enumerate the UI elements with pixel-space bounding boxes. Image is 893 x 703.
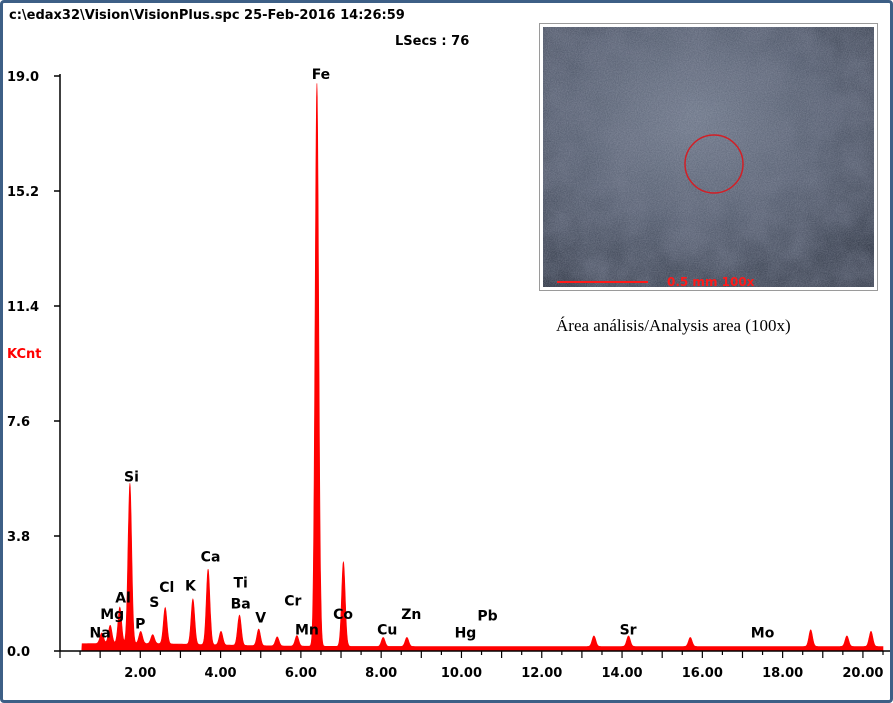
analysis-area-circle (684, 134, 744, 194)
element-label: Ca (201, 550, 221, 566)
y-axis-label: KCnt (7, 347, 42, 362)
x-tick-label: 8.00 (365, 666, 397, 681)
element-label: Na (90, 625, 111, 641)
eds-spectrum-chart: 0.0 3.8 7.6 11.4 15.2 19.0 2.00 4.00 6.00 8.00 10.… (7, 67, 890, 681)
x-tick-label: 6.00 (285, 666, 317, 681)
element-label: Cr (284, 594, 301, 610)
element-label: Hg (455, 625, 477, 641)
element-label: K (185, 578, 197, 594)
element-label: Mg (100, 607, 124, 623)
x-tick-label: 14.00 (601, 666, 642, 681)
micrograph-image: 0.5 mm 100x (543, 27, 874, 287)
y-tick-label: 11.4 (7, 300, 39, 315)
y-tick-label: 19.0 (7, 70, 39, 85)
y-tick-label: 7.6 (7, 415, 30, 430)
y-tick-label: 15.2 (7, 185, 39, 200)
micrograph-inset: 0.5 mm 100x (540, 24, 877, 290)
element-label: V (255, 610, 266, 626)
element-label: Al (115, 591, 131, 607)
element-label: Sr (620, 622, 637, 638)
element-label: S (149, 595, 159, 611)
live-seconds: LSecs : 76 (395, 34, 470, 49)
spectrum-area (80, 83, 884, 652)
element-label: Si (124, 470, 139, 486)
element-label: Mn (295, 622, 319, 638)
y-tick-label: 3.8 (7, 530, 30, 545)
x-tick-label: 10.00 (441, 666, 482, 681)
x-tick-label: 4.00 (205, 666, 237, 681)
x-tick-label: 20.00 (842, 666, 883, 681)
file-info: c:\edax32\Vision\VisionPlus.spc 25-Feb-2… (9, 8, 405, 23)
element-label: Ba (231, 597, 251, 613)
element-label: Co (333, 607, 353, 623)
element-label: Fe (312, 67, 331, 83)
element-label: Cl (159, 580, 174, 596)
element-label: P (135, 616, 145, 632)
element-label: Cu (377, 622, 397, 638)
x-tick-label: 16.00 (682, 666, 723, 681)
inset-caption: Área análisis/Analysis area (100x) (556, 316, 791, 335)
x-tick-label: 18.00 (762, 666, 803, 681)
element-label: Mo (751, 625, 775, 641)
element-label: Ti (233, 575, 247, 591)
scale-bar-label: 0.5 mm 100x (667, 275, 755, 287)
x-tick-label: 12.00 (521, 666, 562, 681)
element-label: Zn (401, 607, 421, 623)
y-tick-label: 0.0 (7, 645, 30, 660)
element-label: Pb (477, 609, 497, 625)
x-tick-label: 2.00 (124, 666, 156, 681)
